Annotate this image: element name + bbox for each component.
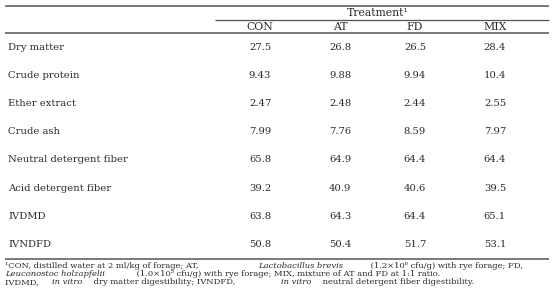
Text: 39.2: 39.2 xyxy=(249,184,271,193)
Text: 26.5: 26.5 xyxy=(404,43,426,52)
Text: 64.3: 64.3 xyxy=(329,212,351,221)
Text: MIX: MIX xyxy=(483,21,507,32)
Text: 10.4: 10.4 xyxy=(484,71,506,80)
Text: IVDMD: IVDMD xyxy=(8,212,45,221)
Text: 9.94: 9.94 xyxy=(404,71,426,80)
Text: 63.8: 63.8 xyxy=(249,212,271,221)
Text: Crude ash: Crude ash xyxy=(8,127,60,136)
Text: (1.2×10⁶ cfu/g) with rye forage; FD,: (1.2×10⁶ cfu/g) with rye forage; FD, xyxy=(368,262,523,269)
Text: 64.9: 64.9 xyxy=(329,155,351,164)
Text: (1.0×10⁵ cfu/g) with rye forage; MIX, mixture of AT and FD at 1:1 ratio.: (1.0×10⁵ cfu/g) with rye forage; MIX, mi… xyxy=(134,270,440,278)
Text: 26.8: 26.8 xyxy=(329,43,351,52)
Text: Dry matter: Dry matter xyxy=(8,43,64,52)
Text: IVNDFD: IVNDFD xyxy=(8,240,51,249)
Text: 8.59: 8.59 xyxy=(404,127,426,136)
Text: 39.5: 39.5 xyxy=(484,184,506,193)
Text: 64.4: 64.4 xyxy=(484,155,506,164)
Text: 7.99: 7.99 xyxy=(249,127,271,136)
Text: CON: CON xyxy=(247,21,273,32)
Text: Leuconostoc holzapfelii: Leuconostoc holzapfelii xyxy=(5,270,105,278)
Text: 7.97: 7.97 xyxy=(484,127,506,136)
Text: 50.8: 50.8 xyxy=(249,240,271,249)
Text: 9.88: 9.88 xyxy=(329,71,351,80)
Text: in vitro: in vitro xyxy=(52,279,83,286)
Text: 2.55: 2.55 xyxy=(484,99,506,108)
Text: 7.76: 7.76 xyxy=(329,127,351,136)
Text: 40.6: 40.6 xyxy=(404,184,426,193)
Text: 53.1: 53.1 xyxy=(484,240,506,249)
Text: 50.4: 50.4 xyxy=(329,240,351,249)
Text: FD: FD xyxy=(407,21,423,32)
Text: 9.43: 9.43 xyxy=(249,71,271,80)
Text: Crude protein: Crude protein xyxy=(8,71,80,80)
Text: 40.9: 40.9 xyxy=(329,184,351,193)
Text: dry matter digestibility; IVNDFD,: dry matter digestibility; IVNDFD, xyxy=(91,279,238,286)
Text: AT: AT xyxy=(333,21,347,32)
Text: 28.4: 28.4 xyxy=(484,43,506,52)
Text: 64.4: 64.4 xyxy=(404,155,426,164)
Text: Lactobacillus brevis: Lactobacillus brevis xyxy=(258,262,343,269)
Text: 65.8: 65.8 xyxy=(249,155,271,164)
Text: ¹CON, distilled water at 2 ml/kg of forage; AT,: ¹CON, distilled water at 2 ml/kg of fora… xyxy=(5,262,201,269)
Text: 2.48: 2.48 xyxy=(329,99,351,108)
Text: 64.4: 64.4 xyxy=(404,212,426,221)
Text: in vitro: in vitro xyxy=(281,279,311,286)
Text: IVDMD,: IVDMD, xyxy=(5,279,42,286)
Text: Neutral detergent fiber: Neutral detergent fiber xyxy=(8,155,128,164)
Text: 2.47: 2.47 xyxy=(249,99,271,108)
Text: Treatment¹: Treatment¹ xyxy=(347,8,408,18)
Text: Ether extract: Ether extract xyxy=(8,99,76,108)
Text: 2.44: 2.44 xyxy=(404,99,426,108)
Text: 51.7: 51.7 xyxy=(404,240,426,249)
Text: Acid detergent fiber: Acid detergent fiber xyxy=(8,184,111,193)
Text: 27.5: 27.5 xyxy=(249,43,271,52)
Text: 65.1: 65.1 xyxy=(484,212,506,221)
Text: neutral detergent fiber digestibility.: neutral detergent fiber digestibility. xyxy=(320,279,474,286)
